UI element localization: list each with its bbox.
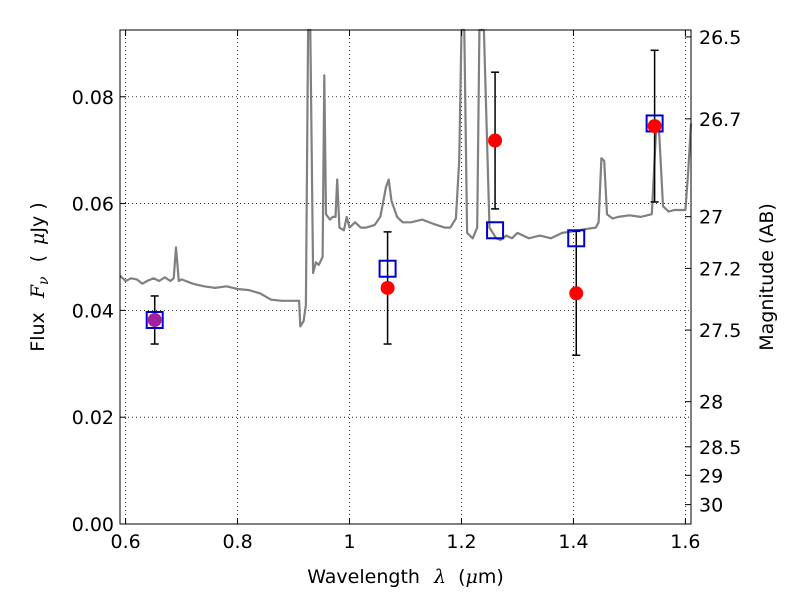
right-tick-label: 26.5 bbox=[699, 27, 741, 49]
x-axis-label-open: ( bbox=[458, 566, 465, 588]
right-tick-label: 29 bbox=[699, 465, 723, 487]
y-axis-label-symbol: F bbox=[27, 284, 49, 299]
observed-point bbox=[380, 280, 395, 295]
x-tick-label: 1 bbox=[343, 531, 355, 553]
error-bars bbox=[150, 49, 659, 356]
model-square bbox=[145, 310, 164, 329]
right-tick-label: 28.5 bbox=[699, 437, 741, 459]
right-tick-label: 27.2 bbox=[699, 258, 741, 280]
y-axis-label: Flux Fν ( μJy ) bbox=[27, 202, 53, 351]
x-axis-label: Wavelength λ (μm) bbox=[307, 566, 504, 588]
right-tick-label: 27.5 bbox=[699, 320, 741, 342]
y-axis-label-subscript: ν bbox=[36, 276, 52, 285]
template-spectrum bbox=[119, 28, 693, 328]
x-tick-label: 0.8 bbox=[222, 531, 252, 553]
grid bbox=[120, 30, 691, 525]
x-axis-label-units: m) bbox=[478, 566, 504, 588]
y-axis-label-text: Flux bbox=[27, 312, 49, 352]
axis-ticks: 0.6 0.8 1 1.2 1.4 1.6 0.00 0.02 0.04 0.06 0.08 26.5… bbox=[72, 27, 742, 553]
y-axis-label-units: Jy ) bbox=[27, 202, 49, 233]
plot-frame bbox=[119, 29, 692, 525]
x-tick-label: 1.6 bbox=[670, 531, 700, 553]
y-tick-label: 0.08 bbox=[72, 87, 114, 109]
x-axis-label-symbol: λ bbox=[433, 566, 446, 588]
model-square bbox=[378, 259, 397, 278]
y-tick-label: 0.00 bbox=[72, 514, 114, 536]
x-axis-label-mu: μ bbox=[466, 566, 478, 588]
model-square bbox=[567, 229, 586, 248]
right-tick-label: 27 bbox=[699, 207, 723, 229]
observed-point bbox=[647, 119, 662, 134]
y-tick-label: 0.02 bbox=[72, 407, 114, 429]
observed-point bbox=[569, 286, 584, 301]
y-axis-label-open: ( bbox=[27, 255, 49, 262]
right-tick-label: 28 bbox=[699, 392, 723, 414]
observed-points bbox=[147, 119, 662, 327]
observed-point bbox=[488, 133, 503, 148]
y-axis-label-mu: μ bbox=[27, 233, 49, 245]
right-tick-label: 26.7 bbox=[699, 109, 741, 131]
y-tick-label: 0.06 bbox=[72, 194, 114, 216]
right-axis-label: Magnitude (AB) bbox=[756, 203, 778, 351]
model-square bbox=[486, 221, 505, 240]
x-tick-label: 1.4 bbox=[558, 531, 588, 553]
y-tick-label: 0.04 bbox=[72, 300, 114, 322]
spectrum-line bbox=[119, 28, 693, 328]
right-tick-label: 30 bbox=[699, 495, 723, 517]
observed-point bbox=[147, 312, 162, 327]
x-tick-label: 1.2 bbox=[446, 531, 476, 553]
x-axis-label-text: Wavelength bbox=[307, 566, 420, 588]
x-tick-label: 0.6 bbox=[110, 531, 140, 553]
